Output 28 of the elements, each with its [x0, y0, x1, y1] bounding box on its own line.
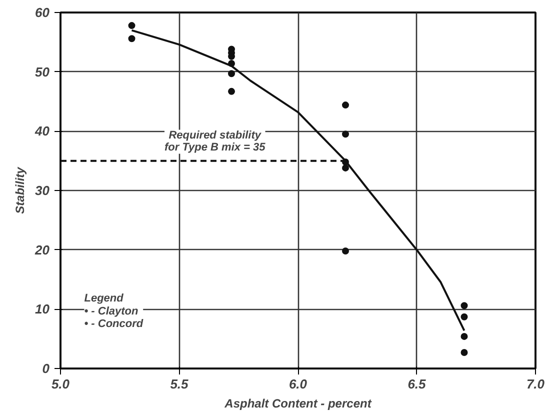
point — [342, 102, 349, 109]
point — [460, 313, 468, 320]
x-tick-label: 6.5 — [408, 376, 427, 392]
annotation: Required stability for Type B mix = 35 — [164, 130, 266, 154]
point — [460, 332, 468, 340]
x-tick-label: 5.0 — [51, 376, 70, 392]
y-tick-label: 50 — [35, 64, 50, 80]
x-tick-label: 5.5 — [170, 376, 190, 392]
y-tick-label: 20 — [34, 242, 50, 258]
y-tick-label: 10 — [35, 302, 50, 317]
point — [342, 164, 349, 172]
annotation: Legend • - Clayton • - Concord — [84, 292, 144, 330]
y-tick-label: 60 — [35, 5, 50, 20]
point — [228, 70, 235, 78]
point — [460, 302, 468, 310]
point — [128, 35, 136, 42]
point — [460, 348, 468, 356]
y-tick-label: 0 — [42, 361, 50, 376]
y-axis-title: Stability — [13, 166, 28, 214]
point — [128, 22, 136, 30]
y-tick-label: 40 — [34, 124, 50, 139]
x-axis-title: Asphalt Content - percent — [224, 396, 372, 410]
point — [342, 248, 349, 255]
x-tick-label: 6.0 — [288, 376, 308, 392]
point — [228, 88, 235, 95]
y-tick-label: 30 — [35, 183, 50, 198]
x-tick-label: 7.0 — [526, 376, 546, 392]
point — [342, 130, 349, 138]
